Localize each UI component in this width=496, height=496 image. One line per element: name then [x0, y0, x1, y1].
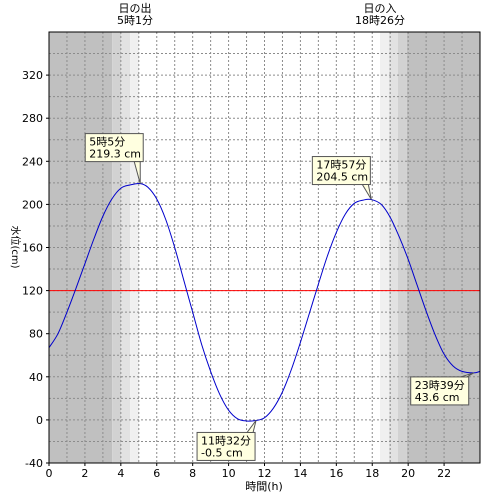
x-tick-labels: 0 2 4 6 8 10 12 14 16 18 20 22 [46, 463, 451, 480]
sunrise-label: 日の出 5時1分 [117, 1, 153, 27]
callout-time: 5時5分 [89, 136, 125, 149]
x-tick-label: 4 [117, 467, 124, 480]
sunrise-time: 5時1分 [117, 14, 153, 27]
y-tick-label: 0 [36, 414, 43, 427]
x-tick-label: 14 [293, 467, 307, 480]
x-axis-label: 時間(h) [245, 480, 283, 493]
sunset-title: 日の入 [364, 2, 397, 15]
x-tick-label: 2 [81, 467, 88, 480]
callout-1: 11時32分-0.5 cm [196, 420, 257, 461]
y-tick-label: 40 [29, 371, 43, 384]
x-tick-label: 6 [153, 467, 160, 480]
x-tick-label: 22 [437, 467, 451, 480]
callout-time: 23時39分 [415, 379, 465, 392]
y-tick-label: 160 [22, 242, 43, 255]
callout-level: -0.5 cm [201, 446, 243, 459]
callout-time: 17時57分 [316, 159, 366, 172]
y-tick-label: 200 [22, 198, 43, 211]
twilight-band-morning-1 [112, 32, 122, 463]
callout-box [410, 376, 470, 406]
sunset-label: 日の入 18時26分 [355, 2, 405, 27]
y-axis-label: 水位(cm) [9, 225, 22, 268]
callout-pointer [133, 161, 141, 184]
y-tick-label: 320 [22, 69, 43, 82]
callout-level: 43.6 cm [415, 391, 460, 404]
y-tick-label: 240 [22, 155, 43, 168]
x-tick-label: 16 [329, 467, 343, 480]
day-band [139, 32, 381, 463]
callout-pointer [246, 420, 257, 433]
sunrise-title: 日の出 [119, 1, 152, 15]
x-tick-label: 10 [222, 467, 236, 480]
x-tick-label: 20 [401, 467, 415, 480]
tide-series-line [48, 183, 481, 422]
callout-level: 204.5 cm [316, 171, 368, 184]
y-tick-label: 80 [29, 328, 43, 341]
twilight-band-evening-1 [380, 32, 390, 463]
x-tick-label: 12 [258, 467, 272, 480]
x-tick-label: 8 [189, 467, 196, 480]
callout-box [84, 133, 144, 163]
y-tick-label: -40 [25, 457, 43, 470]
callout-level: 219.3 cm [89, 148, 141, 161]
callout-pointer [361, 184, 372, 200]
sunset-time: 18時26分 [355, 14, 405, 27]
y-tick-labels: -40 0 40 80 120 160 200 240 280 320 [22, 69, 49, 470]
callout-time: 11時32分 [201, 434, 251, 447]
y-tick-label: 280 [22, 112, 43, 125]
x-tick-label: 18 [365, 467, 379, 480]
callout-box [311, 156, 371, 186]
callout-box [196, 431, 256, 461]
y-tick-label: 120 [22, 285, 43, 298]
x-tick-label: 0 [46, 467, 53, 480]
callout-pointer [460, 372, 474, 378]
